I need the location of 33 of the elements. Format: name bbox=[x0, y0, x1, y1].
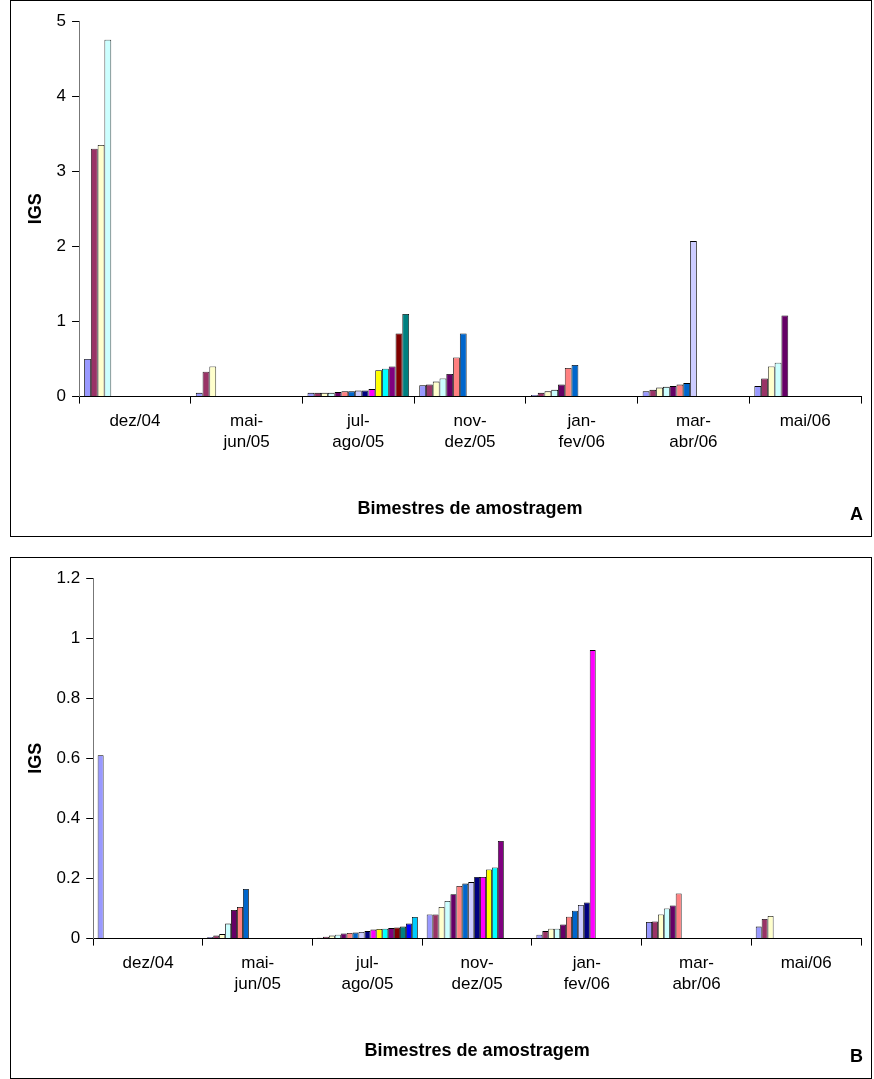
y-tick-label: 0 bbox=[70, 928, 81, 948]
x-tick-label: mai-jun/05 bbox=[233, 953, 281, 993]
text: B bbox=[850, 1045, 863, 1066]
x-tick-label: mai/06 bbox=[779, 411, 831, 431]
x-tick-label: jul-ago/05 bbox=[341, 953, 394, 993]
y-axis-title: IGS bbox=[24, 193, 45, 225]
y-tick-label: 2 bbox=[56, 236, 67, 256]
x-tick-label: nov-dez/05 bbox=[451, 953, 503, 993]
x-tick-label: mai-jun/05 bbox=[222, 411, 270, 451]
y-tick-label: 0.2 bbox=[56, 868, 81, 888]
y-tick-label: 3 bbox=[56, 160, 67, 180]
y-tick-label: 4 bbox=[56, 85, 67, 105]
x-tick-label: jul-ago/05 bbox=[332, 411, 385, 451]
x-axis-title: Bimestres de amostragem bbox=[364, 1040, 590, 1061]
y-axis-title: IGS bbox=[24, 742, 45, 774]
x-tick-label: nov-dez/05 bbox=[444, 411, 496, 451]
y-tick-label: 0.6 bbox=[56, 747, 81, 767]
x-tick-label: jan-fev/06 bbox=[563, 953, 610, 993]
x-tick-label: dez/04 bbox=[122, 953, 174, 973]
x-tick-label: mar-abr/06 bbox=[669, 411, 718, 451]
x-axis-title: Bimestres de amostragem bbox=[357, 498, 583, 519]
y-tick-label: 5 bbox=[56, 10, 67, 30]
x-tick-label: jan-fev/06 bbox=[558, 411, 605, 451]
y-tick-label: 0 bbox=[56, 386, 67, 406]
y-tick-label: 1 bbox=[70, 627, 81, 647]
x-tick-label: mai/06 bbox=[780, 953, 832, 973]
y-tick-label: 1.2 bbox=[56, 567, 81, 587]
x-tick-label: mar-abr/06 bbox=[672, 953, 721, 993]
y-tick-label: 1 bbox=[56, 311, 67, 331]
text: A bbox=[850, 503, 863, 524]
x-tick-label: dez/04 bbox=[109, 411, 161, 431]
y-tick-label: 0.8 bbox=[56, 687, 81, 707]
y-tick-label: 0.4 bbox=[56, 808, 81, 828]
